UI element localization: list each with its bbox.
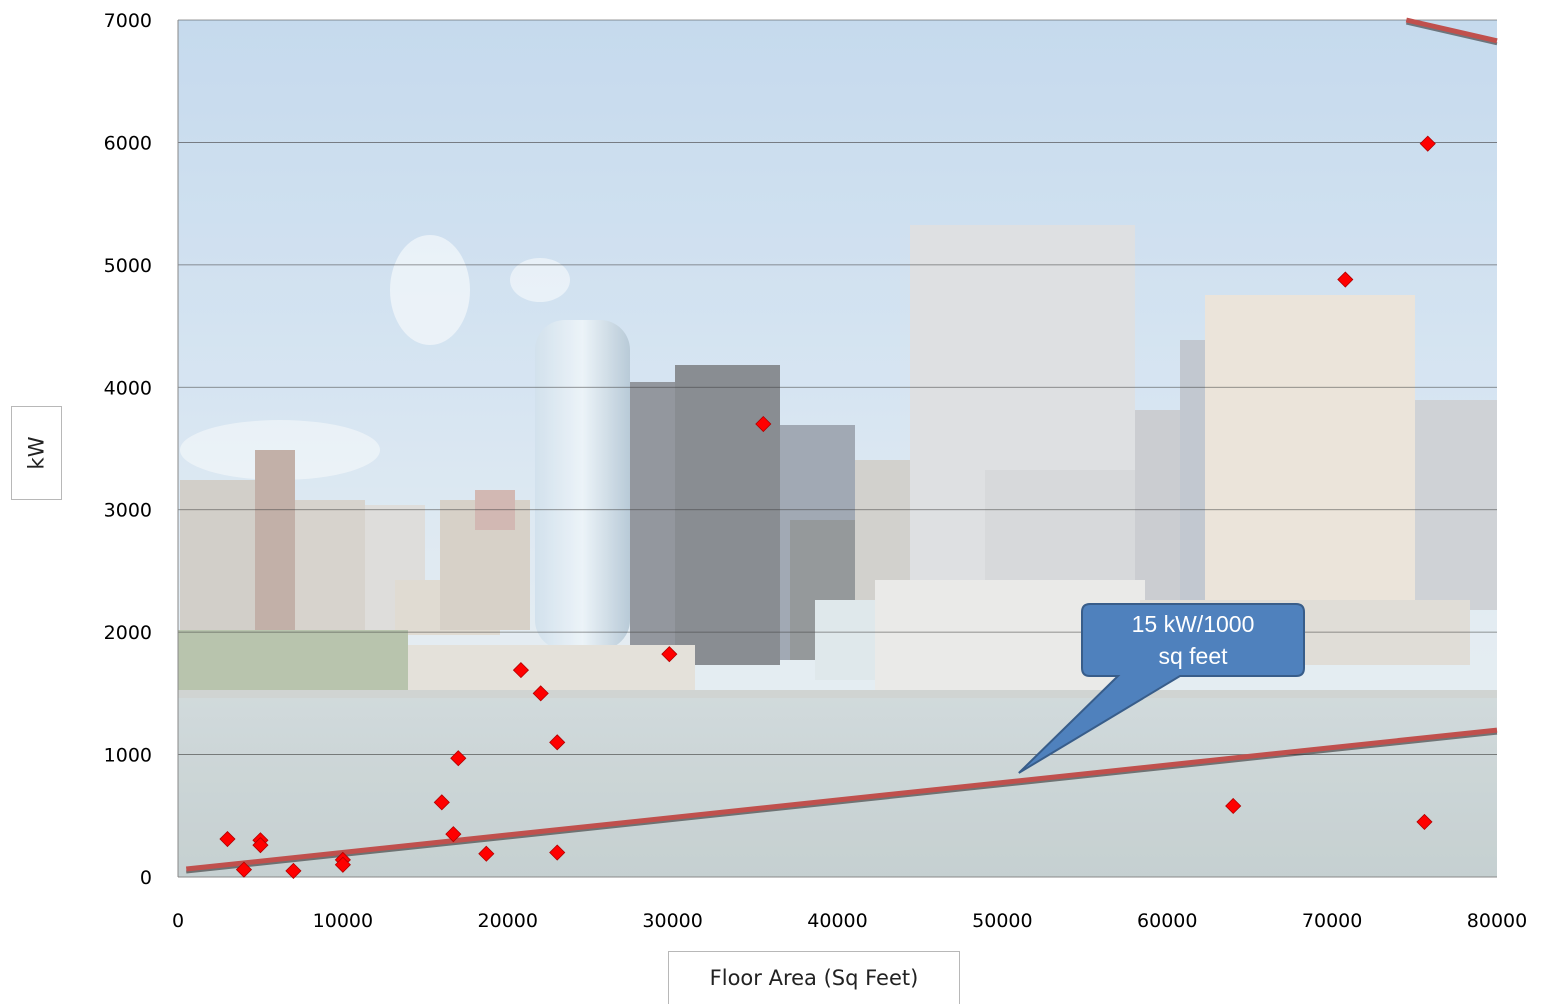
x-tick-label: 60000 — [1137, 910, 1197, 932]
y-tick-label: 0 — [140, 867, 152, 889]
reference-line-top-right — [1405, 17, 1498, 44]
y-tick-label: 7000 — [104, 10, 152, 32]
data-point — [549, 844, 566, 861]
callout-bubble — [1018, 603, 1305, 774]
callout-text-line1: 15 kW/1000 — [1132, 611, 1255, 637]
x-tick-label: 30000 — [642, 910, 702, 932]
data-point — [549, 734, 566, 751]
x-axis-title: Floor Area (Sq Feet) — [709, 966, 919, 990]
y-axis-tick-labels: 0 1000 2000 3000 4000 5000 6000 7000 — [104, 10, 152, 889]
x-tick-label: 0 — [172, 910, 184, 932]
reference-trend-line — [185, 17, 1498, 874]
reference-line-shadow — [1405, 21, 1498, 46]
y-tick-label: 2000 — [104, 622, 152, 644]
data-point — [1416, 813, 1433, 830]
callout-text-line2: sq feet — [1158, 643, 1228, 669]
y-tick-label: 5000 — [104, 255, 152, 277]
x-axis-title-box: Floor Area (Sq Feet) — [668, 951, 960, 1004]
data-point — [1337, 271, 1354, 288]
data-point — [450, 750, 467, 767]
y-tick-label: 1000 — [104, 745, 152, 767]
data-point — [235, 861, 253, 878]
data-point — [219, 830, 236, 848]
x-tick-label: 70000 — [1302, 910, 1362, 932]
x-tick-label: 80000 — [1467, 910, 1527, 932]
y-axis-title: kW — [24, 436, 49, 470]
callout-annotation: 15 kW/1000 sq feet — [1018, 603, 1305, 774]
data-point — [1225, 797, 1242, 815]
skyline-photo-background — [178, 20, 1497, 877]
data-point — [512, 662, 530, 679]
data-point — [252, 837, 269, 854]
data-point — [755, 415, 772, 433]
data-point — [445, 826, 462, 843]
x-tick-label: 10000 — [313, 910, 373, 932]
y-tick-label: 6000 — [104, 132, 152, 154]
y-tick-label: 3000 — [104, 500, 152, 522]
x-axis-tick-labels: 0 10000 20000 30000 40000 50000 60000 70000 8000… — [172, 910, 1527, 932]
data-point — [478, 845, 495, 862]
data-points — [219, 135, 1436, 879]
reference-line-shadow — [186, 731, 1498, 874]
x-tick-label: 50000 — [972, 910, 1032, 932]
data-point — [532, 685, 549, 702]
data-point — [285, 862, 302, 879]
x-tick-label: 40000 — [807, 910, 867, 932]
x-tick-label: 20000 — [478, 910, 538, 932]
data-point — [661, 646, 678, 663]
y-axis-title-box: kW — [11, 406, 62, 500]
data-point — [1419, 135, 1436, 152]
data-point — [334, 856, 351, 873]
data-point — [433, 794, 450, 811]
y-tick-label: 4000 — [104, 377, 152, 399]
reference-line — [185, 727, 1498, 872]
axes — [177, 20, 1497, 878]
